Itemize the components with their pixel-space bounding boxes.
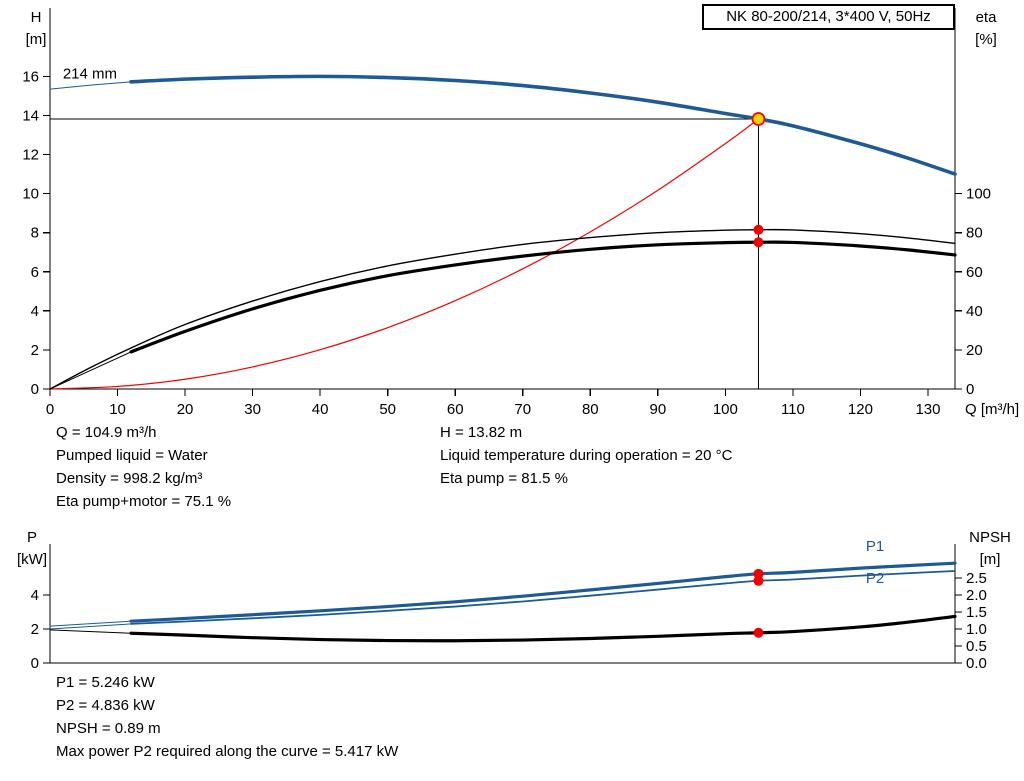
duty-point-info-block: Q = 104.9 m³/h Pumped liquid = Water Den… [56,421,732,513]
y-left-tick-label: 0 [31,381,39,398]
y-right-tick-label: 100 [966,186,991,203]
curve-label: 214 mm [63,65,117,82]
x-tick-label: 10 [109,401,126,418]
eta-pump-curve [49,228,956,390]
info-line-eta-pump: Eta pump = 81.5 % [440,470,568,487]
head-efficiency-chart: 0 10 20 30 40 50 60 70 80 90 100 110 120 130 Q [m³/h]0… [22,8,1019,418]
x-tick-label: 90 [649,401,666,418]
duty-crosshair [50,118,759,389]
y-left-tick-label: 2 [31,342,39,359]
info-line-density: Density = 998.2 kg/m³ [56,470,203,487]
y-right-tick-label: 40 [966,303,983,320]
x-tick-label: 40 [312,401,329,418]
info-line-temperature: Liquid temperature during operation = 20… [440,447,733,464]
y-left-axis-title: [m] [26,31,47,48]
duty-info-column-2: H = 13.82 m Liquid temperature during op… [440,421,732,513]
info-line-flow: Q = 104.9 m³/h [56,424,157,441]
x-tick-label: 100 [713,401,738,418]
y-left-tick-label: 2 [31,621,39,638]
y-right-tick-label: 80 [966,225,983,242]
y-right-tick-label: 60 [966,264,983,281]
info-line-p1: P1 = 5.246 kW [56,674,155,691]
y-right-tick-label: 0.0 [966,655,987,672]
y-right-axis-title: NPSH [969,529,1011,546]
operating-point-dot [753,237,764,248]
p2-curve [130,570,956,625]
y-left-axis-title: H [31,9,42,26]
y-left-axis-title: [kW] [17,551,47,568]
y-left-tick-label: 10 [22,186,39,203]
operating-point-dot [753,627,764,638]
y-right-axis-title: [%] [975,31,997,48]
axis-frame [49,8,956,390]
operating-point-dot [753,568,764,579]
pump-model-box: NK 80-200/214, 3*400 V, 50Hz [702,4,955,30]
npsh-curve [129,614,957,643]
y-right-tick-label: 2.0 [966,587,987,604]
y-left-tick-label: 4 [31,303,39,320]
y-left-tick-label: 8 [31,225,39,242]
curve-label: P1 [866,538,884,555]
info-line-head: H = 13.82 m [440,424,523,441]
x-axis-title: Q [m³/h] [965,401,1019,418]
y-left-tick-label: 14 [22,107,39,124]
y-right-tick-label: 1.5 [966,604,987,621]
power-info-block: P1 = 5.246 kW P2 = 4.836 kW NPSH = 0.89 … [56,671,398,763]
x-tick-label: 120 [848,401,873,418]
info-line-max-power: Max power P2 required along the curve = … [56,743,399,760]
p1-curve [129,561,957,623]
operating-point-dot [753,575,764,586]
p1-curve-leadin [49,620,132,627]
operating-point-dot [753,224,764,235]
p2-curve-leadin [49,623,132,630]
eta-pump-motor-curve [129,240,957,354]
x-tick-label: 50 [379,401,396,418]
x-tick-label: 130 [915,401,940,418]
y-left-tick-label: 0 [31,655,39,672]
y-right-tick-label: 2.5 [966,570,987,587]
y-left-tick-label: 12 [22,147,39,164]
pump-curve-214mm [129,74,957,176]
info-line-npsh: NPSH = 0.89 m [56,720,161,737]
duty-point-marker [751,112,766,126]
system-curve [49,118,760,390]
y-right-tick-label: 20 [966,342,983,359]
duty-info-column-1: Q = 104.9 m³/h Pumped liquid = Water Den… [56,421,440,513]
x-tick-label: 20 [177,401,194,418]
y-left-axis-title: P [27,529,37,546]
npsh-curve-leadin [49,629,132,634]
y-right-tick-label: 1.0 [966,621,987,638]
power-npsh-chart: 0 2 4 0.00.51.01.52.02.5 P [kW] NPSH [m] P1 P2 [17,529,1011,672]
y-right-axis-title: [m] [980,551,1001,568]
curve-label: P2 [866,570,884,587]
axis-frame [49,544,956,664]
x-tick-label: 80 [582,401,599,418]
x-tick-label: 70 [514,401,531,418]
pump-curve-leadin [49,81,132,90]
y-right-tick-label: 0 [966,381,974,398]
x-tick-label: 110 [781,401,805,418]
x-tick-label: 60 [447,401,464,418]
x-tick-label: 30 [244,401,261,418]
y-left-tick-label: 16 [22,68,39,85]
info-line-p2: P2 = 4.836 kW [56,697,155,714]
y-left-tick-label: 6 [31,264,39,281]
y-right-axis-title: eta [976,9,998,26]
y-left-tick-label: 4 [31,587,39,604]
eta-pump-motor-leadin [49,351,132,390]
y-right-tick-label: 0.5 [966,638,987,655]
x-tick-label: 0 [46,401,54,418]
info-line-eta-pump-motor: Eta pump+motor = 75.1 % [56,493,232,510]
info-line-liquid: Pumped liquid = Water [56,447,208,464]
